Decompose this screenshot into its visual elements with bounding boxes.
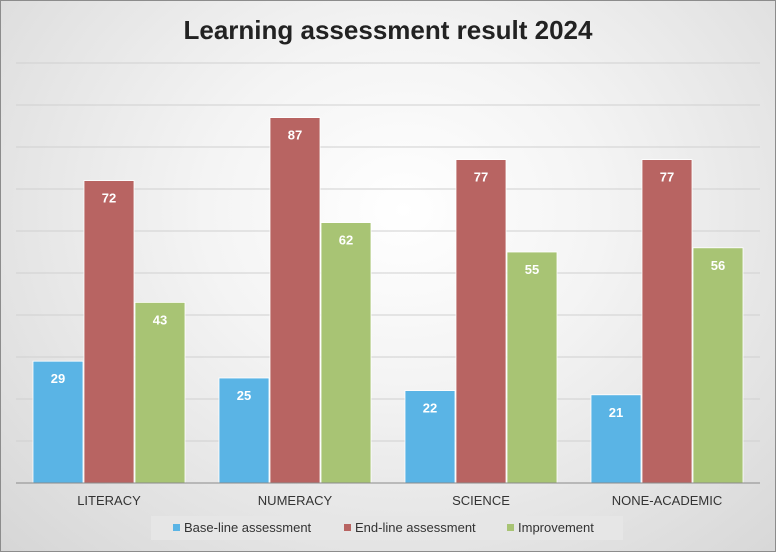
legend-swatch	[173, 524, 180, 531]
data-label: 87	[288, 128, 302, 143]
bar-end-line-assessment-science	[455, 159, 507, 484]
legend-background	[151, 516, 623, 540]
bar-improvement-none-academic	[692, 247, 744, 484]
data-label: 21	[609, 405, 623, 420]
data-label: 55	[525, 262, 539, 277]
data-label: 29	[51, 371, 65, 386]
data-label: 25	[237, 388, 251, 403]
legend-swatch	[344, 524, 351, 531]
category-label: SCIENCE	[452, 493, 510, 508]
data-label: 77	[474, 170, 488, 185]
data-labels-group: 29 72 43 25 87 62 22 77 55 21 77 56	[51, 128, 725, 420]
data-label: 56	[711, 258, 725, 273]
bar-improvement-numeracy	[320, 222, 372, 484]
legend-swatch	[507, 524, 514, 531]
bar-base-line-assessment-none-academic	[590, 394, 642, 484]
legend-label: Base-line assessment	[184, 520, 312, 535]
legend: Base-line assessment End-line assessment I…	[173, 520, 594, 535]
bar-base-line-assessment-literacy	[32, 360, 84, 484]
bar-improvement-literacy	[134, 301, 186, 484]
bars-group	[32, 117, 744, 484]
data-label: 77	[660, 170, 674, 185]
data-label: 62	[339, 233, 353, 248]
bar-end-line-assessment-none-academic	[641, 159, 693, 484]
legend-label: Improvement	[518, 520, 594, 535]
data-label: 72	[102, 191, 116, 206]
legend-label: End-line assessment	[355, 520, 476, 535]
category-label: NONE-ACADEMIC	[612, 493, 723, 508]
bar-improvement-science	[506, 251, 558, 484]
data-label: 22	[423, 401, 437, 416]
bar-base-line-assessment-numeracy	[218, 377, 270, 484]
chart-title: Learning assessment result 2024	[184, 15, 594, 45]
bar-end-line-assessment-numeracy	[269, 117, 321, 484]
category-label: NUMERACY	[258, 493, 333, 508]
category-labels-group: LITERACY NUMERACY SCIENCE NONE-ACADEMIC	[77, 493, 722, 508]
bar-end-line-assessment-literacy	[83, 180, 135, 484]
data-label: 43	[153, 312, 167, 327]
category-label: LITERACY	[77, 493, 141, 508]
